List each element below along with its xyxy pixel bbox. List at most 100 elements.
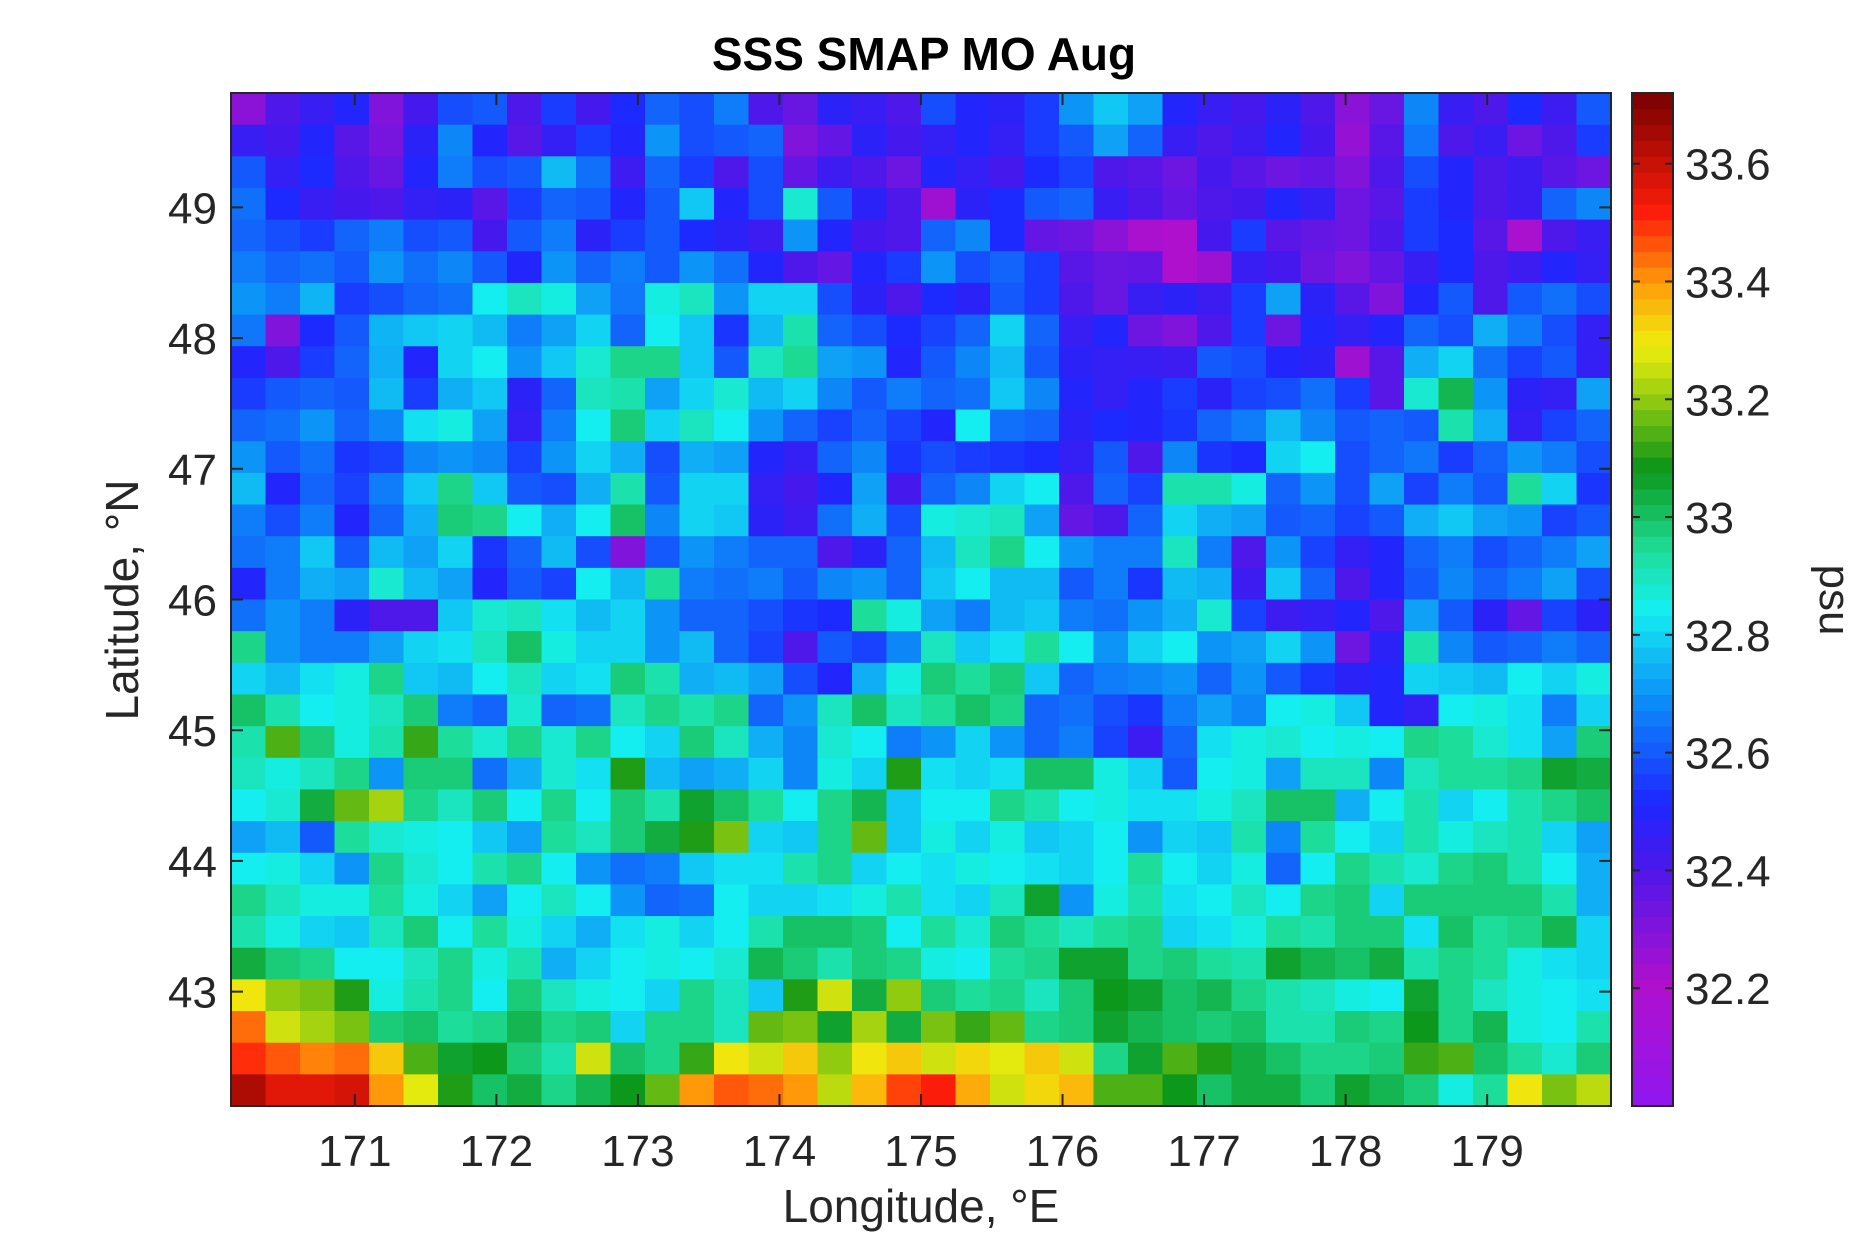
heatmap-cell	[748, 346, 784, 379]
heatmap-cell	[265, 1011, 301, 1044]
heatmap-cell	[783, 187, 819, 221]
heatmap-cell	[1507, 504, 1543, 537]
heatmap-cell	[748, 662, 784, 696]
heatmap-cell	[369, 852, 405, 886]
heatmap-cell	[472, 472, 508, 506]
heatmap-cell	[438, 251, 474, 284]
heatmap-cell	[1059, 979, 1095, 1012]
heatmap-cell	[1162, 789, 1198, 822]
heatmap-cell	[334, 947, 370, 980]
heatmap-cell	[265, 947, 301, 980]
heatmap-cell	[1542, 694, 1578, 727]
heatmap-cell	[886, 852, 922, 886]
heatmap-cell	[852, 852, 888, 886]
heatmap-cell	[1059, 599, 1095, 632]
heatmap-cell	[1404, 187, 1440, 221]
colorbar	[1632, 93, 1673, 1107]
heatmap-cell	[1024, 1011, 1060, 1044]
heatmap-cell	[955, 536, 991, 569]
heatmap-cell	[1404, 662, 1440, 696]
heatmap-cell	[679, 187, 715, 221]
heatmap-cell	[334, 93, 370, 126]
heatmap-cell	[334, 441, 370, 474]
heatmap-cell	[1024, 662, 1060, 696]
heatmap-cell	[1473, 1042, 1509, 1075]
heatmap-cell	[1162, 124, 1198, 157]
heatmap-cell	[783, 282, 819, 316]
heatmap-cell	[852, 377, 888, 411]
heatmap-cell	[472, 662, 508, 696]
heatmap-cell	[300, 979, 336, 1012]
heatmap-cell	[679, 156, 715, 189]
heatmap-cell	[265, 599, 301, 632]
heatmap-cell	[1024, 219, 1060, 252]
heatmap-cell	[438, 93, 474, 126]
heatmap-cell	[645, 314, 681, 347]
heatmap-cell	[403, 409, 439, 442]
heatmap-cell	[748, 567, 784, 601]
heatmap-cell	[1369, 726, 1405, 759]
heatmap-cell	[472, 726, 508, 759]
heatmap-cell	[1024, 409, 1060, 442]
heatmap-cell	[852, 93, 888, 126]
heatmap-cell	[886, 536, 922, 569]
heatmap-cell	[1162, 726, 1198, 759]
heatmap-cell	[1369, 884, 1405, 917]
heatmap-cell	[1507, 979, 1543, 1012]
heatmap-cell	[886, 93, 922, 126]
heatmap-cell	[817, 979, 853, 1012]
colorbar-segment	[1632, 852, 1673, 870]
heatmap-cell	[1231, 536, 1267, 569]
heatmap-cell	[748, 884, 784, 917]
heatmap-cell	[1507, 346, 1543, 379]
heatmap-cell	[1197, 757, 1233, 791]
heatmap-cell	[472, 694, 508, 727]
heatmap-cell	[265, 536, 301, 569]
heatmap-cell	[507, 187, 543, 221]
heatmap-cell	[576, 504, 612, 537]
heatmap-cell	[817, 472, 853, 506]
heatmap-cell	[921, 441, 957, 474]
heatmap-cell	[1231, 916, 1267, 949]
heatmap-cell	[1369, 694, 1405, 727]
heatmap-cell	[334, 314, 370, 347]
heatmap-cell	[1473, 1074, 1509, 1107]
heatmap-cell	[1438, 631, 1474, 664]
colorbar-segment	[1632, 124, 1673, 142]
heatmap-cell	[645, 1011, 681, 1044]
heatmap-cell	[1059, 504, 1095, 537]
colorbar-segment	[1632, 726, 1673, 743]
heatmap-cell	[1093, 631, 1129, 664]
heatmap-cell	[403, 377, 439, 411]
heatmap-cell	[1542, 377, 1578, 411]
heatmap-cell	[1438, 1074, 1474, 1107]
heatmap-cell	[748, 821, 784, 854]
heatmap-cell	[1162, 314, 1198, 347]
heatmap-cell	[886, 1074, 922, 1107]
colorbar-tick-label: 33.4	[1685, 258, 1771, 307]
heatmap-cell	[1162, 979, 1198, 1012]
heatmap-cell	[817, 947, 853, 980]
heatmap-cell	[1266, 251, 1302, 284]
heatmap-cell	[1197, 251, 1233, 284]
heatmap-cell	[1266, 282, 1302, 316]
heatmap-cell	[783, 472, 819, 506]
heatmap-cell	[231, 757, 267, 791]
heatmap-cell	[955, 567, 991, 601]
heatmap-cell	[541, 536, 577, 569]
heatmap-cell	[1542, 726, 1578, 759]
heatmap-cell	[438, 504, 474, 537]
heatmap-cell	[990, 441, 1026, 474]
heatmap-cell	[438, 156, 474, 189]
heatmap-cell	[817, 441, 853, 474]
heatmap-cell	[1542, 947, 1578, 980]
heatmap-cell	[1335, 472, 1371, 506]
heatmap-cell	[714, 694, 750, 727]
heatmap-cell	[1197, 536, 1233, 569]
heatmap-cell	[748, 93, 784, 126]
heatmap-cell	[1300, 124, 1336, 157]
heatmap-cell	[1576, 1074, 1612, 1107]
heatmap-cell	[852, 156, 888, 189]
heatmap-cell	[1093, 884, 1129, 917]
heatmap-cell	[817, 757, 853, 791]
